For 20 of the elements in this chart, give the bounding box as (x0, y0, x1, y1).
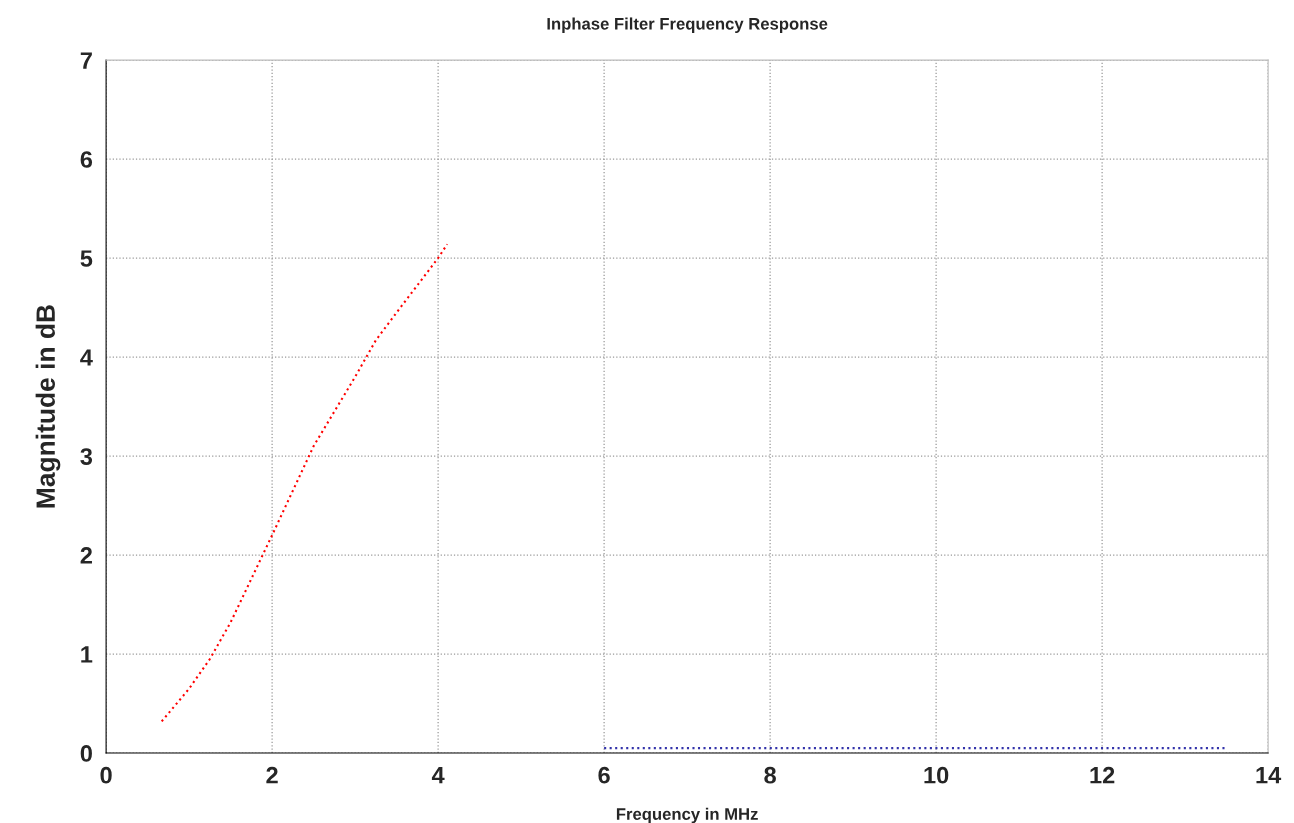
x-tick-label: 12 (1090, 766, 1115, 784)
chart-title: Inphase Filter Frequency Response (547, 17, 828, 33)
x-tick-label: 6 (598, 766, 610, 784)
y-tick-label: 2 (80, 547, 92, 564)
y-tick-label: 4 (80, 349, 93, 366)
x-tick-label: 8 (764, 766, 776, 784)
y-tick-label: 5 (80, 250, 93, 267)
y-tick-label: 6 (80, 151, 93, 168)
y-axis-title: Magnitude in dB (35, 305, 61, 508)
y-tick-label: 7 (80, 52, 92, 69)
x-tick-label: 4 (431, 767, 445, 784)
y-tick-label: 1 (81, 646, 93, 663)
x-tick-label: 14 (1256, 767, 1282, 784)
line-series (160, 243, 449, 723)
x-axis-title: Frequency in MHz (616, 807, 758, 823)
x-tick-label: 10 (924, 766, 949, 784)
y-tick-label: 3 (80, 448, 93, 465)
x-tick-label: 0 (100, 766, 112, 784)
y-tick-label: 0 (80, 745, 92, 762)
x-tick-label: 2 (266, 766, 278, 784)
